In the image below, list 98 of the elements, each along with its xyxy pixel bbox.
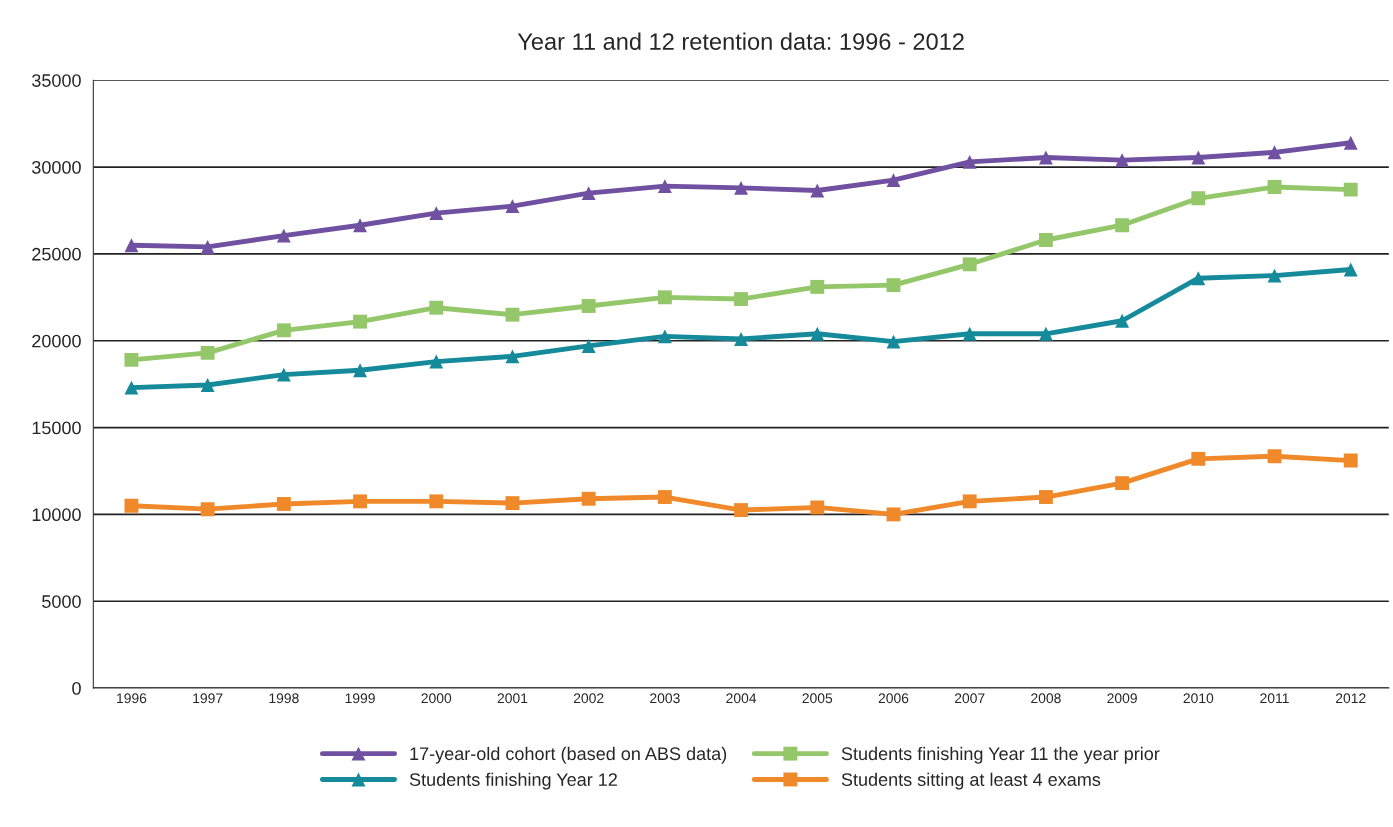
x-tick-label: 2005 [802, 693, 833, 704]
point [1038, 326, 1053, 341]
point [276, 323, 291, 338]
point [1115, 153, 1130, 168]
point [657, 290, 672, 305]
x-tick-label: 2010 [1183, 693, 1214, 704]
point [124, 238, 139, 253]
point [734, 180, 749, 195]
point [505, 199, 520, 214]
point [1267, 449, 1282, 464]
point [1115, 313, 1130, 328]
point [581, 186, 596, 201]
point [886, 507, 901, 522]
point [1191, 451, 1206, 466]
point [657, 179, 672, 194]
point [581, 299, 596, 313]
point [353, 494, 367, 509]
point [1267, 180, 1282, 194]
point [200, 345, 215, 360]
point [962, 494, 977, 509]
point [962, 154, 977, 169]
x-tick-label: 2012 [1335, 693, 1366, 704]
point [353, 363, 367, 378]
y-tick-label: 30000 [32, 160, 81, 174]
point [200, 240, 215, 254]
legend-label: Students finishing Year 11 the year prior [841, 746, 1160, 764]
point [1038, 233, 1053, 247]
legend-label: Students finishing Year 12 [409, 772, 617, 790]
point [810, 500, 825, 515]
point [276, 367, 291, 382]
point [810, 326, 825, 341]
x-tick-label: 2004 [726, 693, 757, 704]
x-tick-label: 2003 [650, 693, 680, 704]
y-tick-label: 15000 [32, 421, 81, 435]
y-tick-label: 10000 [32, 508, 81, 522]
x-tick-label: 2006 [878, 693, 909, 704]
point [1191, 271, 1206, 286]
x-tick-label: 2011 [1260, 693, 1289, 704]
x-tick-label: 1997 [193, 693, 223, 704]
point [734, 292, 749, 306]
point [1267, 145, 1282, 160]
point [429, 494, 444, 509]
y-tick-label: 5000 [42, 595, 81, 608]
x-tick-label: 1999 [345, 693, 375, 704]
point [429, 354, 444, 369]
point [1191, 191, 1206, 206]
point [886, 334, 901, 349]
point [124, 498, 139, 513]
point [886, 173, 901, 188]
point [200, 502, 215, 517]
point [1115, 476, 1130, 491]
point [1343, 182, 1358, 197]
point [810, 279, 825, 294]
point [581, 491, 596, 506]
y-tick-label: 25000 [32, 247, 81, 261]
point [276, 228, 291, 243]
point [1343, 453, 1358, 468]
chart-title: Year 11 and 12 retention data: 1996 - 2012 [517, 32, 964, 50]
point [429, 300, 444, 315]
x-tick-label: 2001 [497, 693, 528, 704]
point [657, 329, 672, 344]
y-tick-label: 20000 [32, 334, 81, 348]
y-tick-label: 35000 [32, 74, 81, 87]
point [505, 307, 520, 322]
point [734, 503, 749, 517]
point [505, 349, 520, 364]
x-tick-label: 2000 [421, 693, 452, 704]
point [124, 380, 139, 395]
point [200, 378, 215, 392]
point [1343, 262, 1358, 277]
x-tick-label: 1998 [269, 693, 299, 704]
point [353, 314, 367, 329]
point [429, 206, 444, 221]
x-tick-label: 2008 [1031, 693, 1061, 704]
point [810, 183, 825, 198]
point [353, 218, 367, 233]
point [1115, 218, 1130, 233]
x-tick-label: 2007 [954, 693, 985, 704]
point [657, 490, 672, 504]
point [962, 257, 977, 272]
point [1343, 135, 1358, 150]
point [581, 338, 596, 353]
legend-label: 17-year-old cohort (based on ABS data) [410, 746, 727, 764]
point [505, 496, 520, 511]
x-tick-label: 2009 [1107, 693, 1137, 704]
point [276, 497, 291, 511]
point [124, 352, 139, 367]
point [1267, 268, 1282, 283]
x-tick-label: 2002 [573, 693, 604, 704]
point [886, 278, 901, 293]
y-tick-label: 0 [72, 682, 81, 695]
x-tick-label: 1996 [117, 693, 147, 704]
point [1038, 150, 1053, 165]
legend-label: Students sitting at least 4 exams [841, 772, 1101, 790]
point [962, 326, 977, 341]
point [734, 332, 749, 346]
point [1038, 490, 1053, 504]
point [1191, 150, 1206, 165]
